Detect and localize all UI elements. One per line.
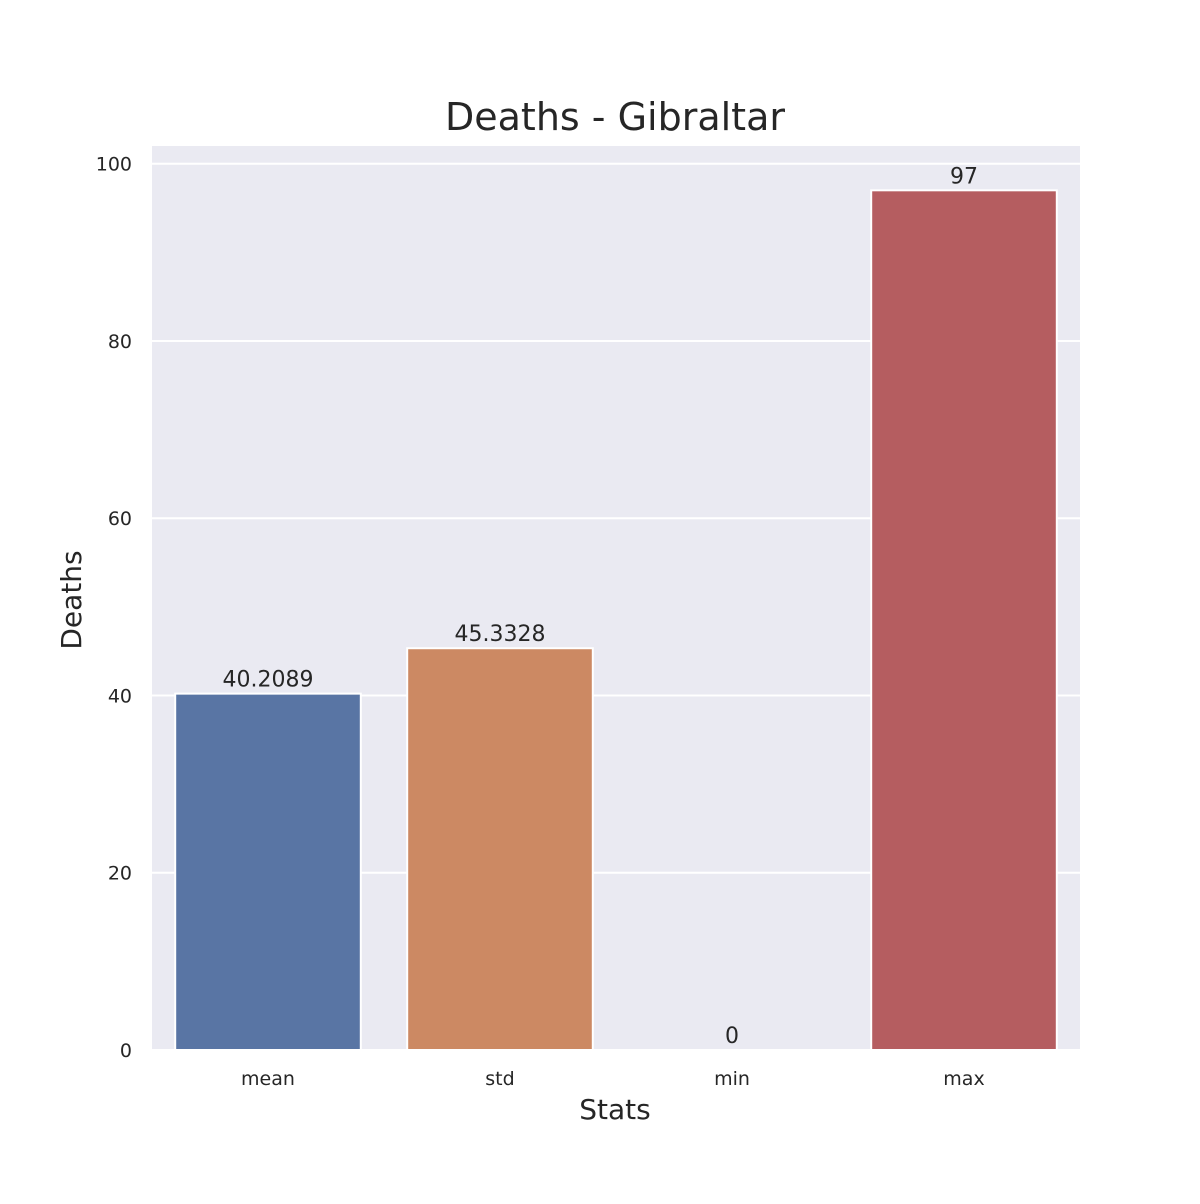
y-tick-label: 0 — [120, 1040, 132, 1062]
bar-std — [406, 647, 594, 1051]
y-tick-label: 60 — [108, 508, 132, 530]
x-tick-label-min: min — [714, 1068, 750, 1090]
chart-title: Deaths - Gibraltar — [445, 95, 785, 139]
y-tick-label: 20 — [108, 863, 132, 885]
bar-max — [870, 189, 1058, 1051]
y-axis-label: Deaths — [55, 550, 88, 649]
x-tick-label-mean: mean — [241, 1068, 295, 1090]
data-label-min: 0 — [725, 1024, 739, 1049]
data-label-max: 97 — [950, 164, 978, 189]
bars — [174, 189, 1058, 1052]
data-label-std: 45.3328 — [455, 622, 546, 647]
data-labels: 40.2089 45.3328 0 97 — [223, 164, 978, 1049]
x-tick-label-std: std — [485, 1068, 514, 1090]
bar-mean — [174, 692, 362, 1052]
x-axis-label: Stats — [579, 1093, 650, 1126]
x-tick-labels: mean std min max — [241, 1068, 985, 1090]
x-tick-label-max: max — [943, 1068, 984, 1090]
data-label-mean: 40.2089 — [223, 668, 314, 693]
y-tick-labels: 0 20 40 60 80 100 — [96, 154, 132, 1062]
y-tick-label: 80 — [108, 331, 132, 353]
y-tick-label: 40 — [108, 685, 132, 707]
y-tick-label: 100 — [96, 154, 132, 176]
